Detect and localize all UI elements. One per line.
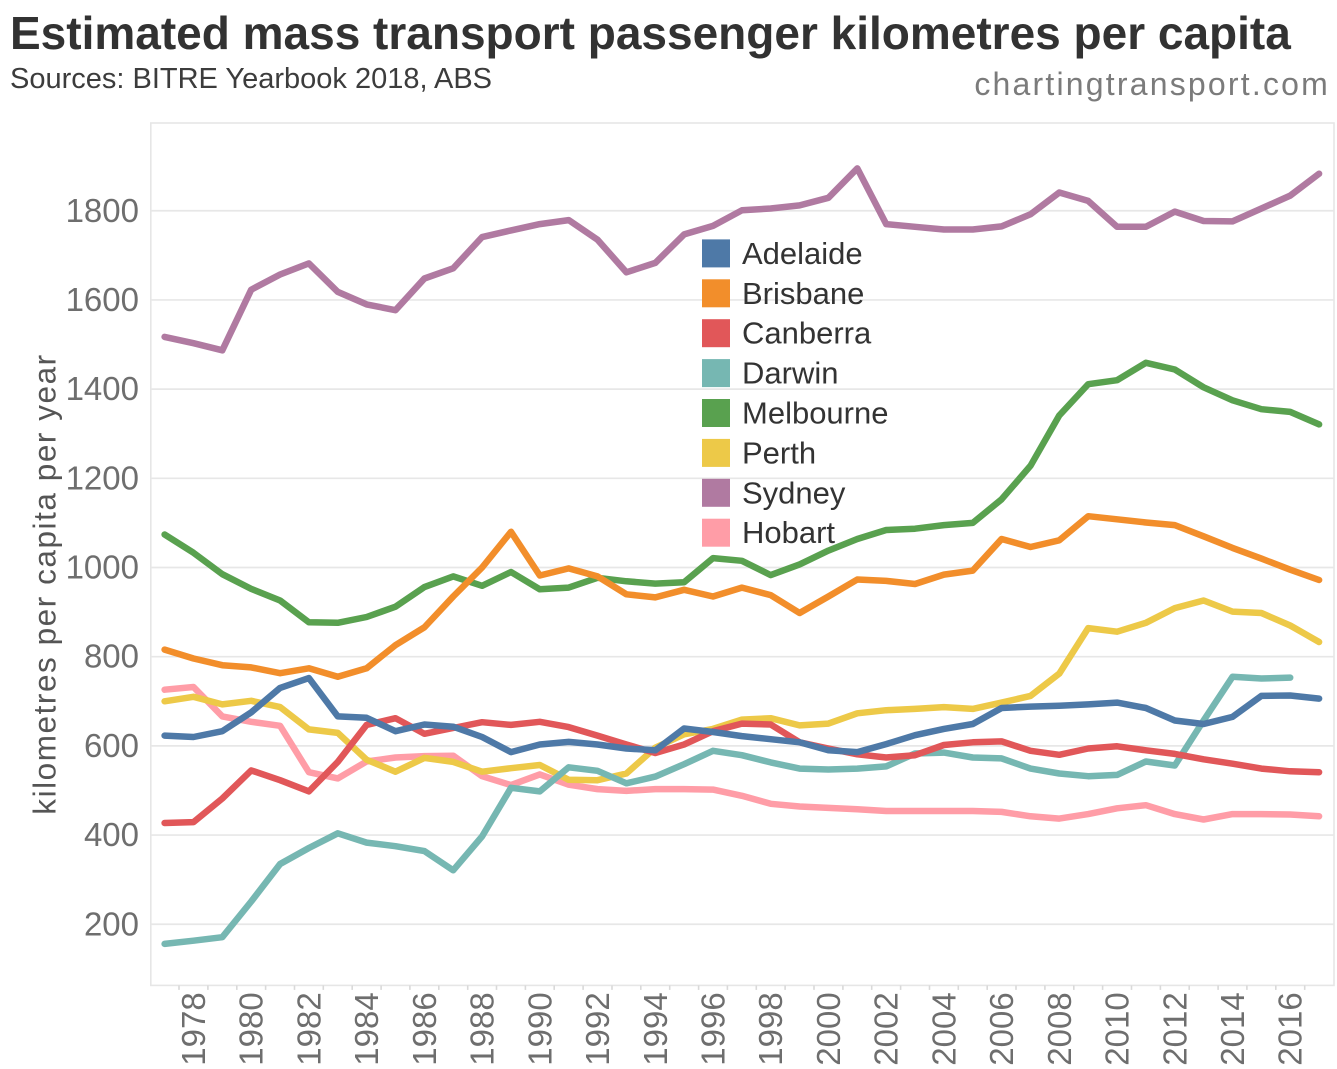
svg-text:Estimated mass transport passe: Estimated mass transport passenger kilom… — [10, 7, 1291, 59]
svg-text:1994: 1994 — [637, 992, 674, 1065]
svg-text:Brisbane: Brisbane — [742, 276, 864, 311]
svg-text:1600: 1600 — [66, 281, 139, 318]
svg-text:kilometres per capita per year: kilometres per capita per year — [27, 353, 63, 814]
svg-text:600: 600 — [84, 727, 139, 764]
svg-text:1000: 1000 — [66, 549, 139, 586]
svg-text:800: 800 — [84, 638, 139, 675]
svg-text:Melbourne: Melbourne — [742, 396, 888, 431]
svg-text:2016: 2016 — [1272, 992, 1309, 1065]
svg-text:2010: 2010 — [1099, 992, 1136, 1065]
svg-text:1992: 1992 — [579, 992, 616, 1065]
svg-text:1200: 1200 — [66, 459, 139, 496]
svg-text:1978: 1978 — [175, 992, 212, 1065]
svg-text:400: 400 — [84, 816, 139, 853]
svg-text:2006: 2006 — [983, 992, 1020, 1065]
svg-text:Sydney: Sydney — [742, 475, 846, 510]
svg-text:Hobart: Hobart — [742, 515, 835, 550]
svg-text:chartingtransport.com: chartingtransport.com — [974, 66, 1330, 102]
svg-text:1986: 1986 — [406, 992, 443, 1065]
svg-text:2014: 2014 — [1214, 992, 1251, 1065]
svg-text:200: 200 — [84, 905, 139, 942]
svg-text:1998: 1998 — [752, 992, 789, 1065]
svg-text:1980: 1980 — [233, 992, 270, 1065]
svg-text:2004: 2004 — [925, 992, 962, 1065]
svg-text:Canberra: Canberra — [742, 316, 872, 351]
svg-text:1988: 1988 — [464, 992, 501, 1065]
svg-text:2002: 2002 — [868, 992, 905, 1065]
svg-text:1996: 1996 — [695, 992, 732, 1065]
svg-text:1984: 1984 — [348, 992, 385, 1065]
svg-text:2008: 2008 — [1041, 992, 1078, 1065]
svg-text:2012: 2012 — [1156, 992, 1193, 1065]
svg-text:1990: 1990 — [521, 992, 558, 1065]
svg-text:1800: 1800 — [66, 192, 139, 229]
svg-text:Darwin: Darwin — [742, 356, 838, 391]
svg-text:1982: 1982 — [290, 992, 327, 1065]
svg-text:2000: 2000 — [810, 992, 847, 1065]
svg-text:Sources: BITRE Yearbook 2018,: Sources: BITRE Yearbook 2018, ABS — [10, 63, 492, 95]
svg-text:Perth: Perth — [742, 435, 816, 470]
svg-text:1400: 1400 — [66, 370, 139, 407]
svg-text:Adelaide: Adelaide — [742, 236, 863, 271]
